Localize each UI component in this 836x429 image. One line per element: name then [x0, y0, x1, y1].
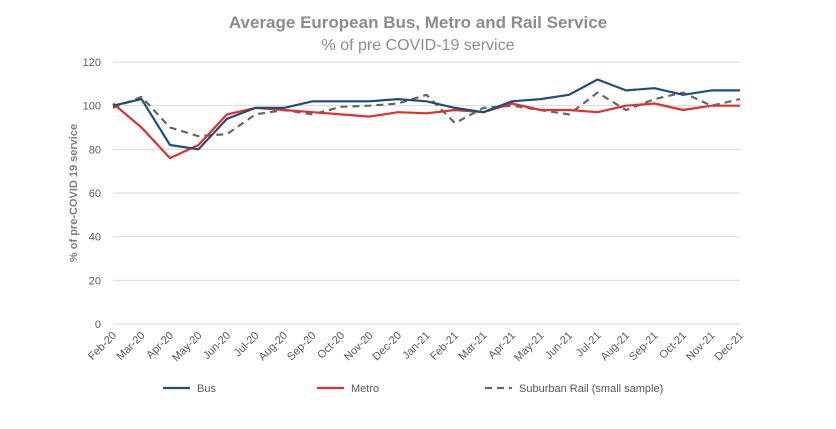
x-tick-label: Jun-21 [543, 330, 575, 362]
y-axis-label: % of pre-COVID 19 service [68, 124, 80, 262]
x-tick-label: Nov-20 [342, 330, 376, 364]
x-tick-label: Sep-20 [285, 330, 319, 364]
legend-entry: Bus [197, 383, 216, 395]
y-tick-label: 40 [89, 232, 101, 244]
x-tick-label: Oct-20 [315, 330, 347, 362]
x-tick-label: Dec-20 [371, 330, 405, 364]
series-lines [112, 78, 741, 160]
legend-entry: Metro [351, 383, 379, 395]
y-tick-labels: 0 20 40 60 80 100 120 [83, 57, 101, 331]
series-line-metro [112, 102, 740, 160]
x-tick-label: Jan-21 [400, 330, 432, 362]
y-tick-label: 80 [89, 144, 101, 156]
x-tick-label: Mar-21 [456, 330, 489, 363]
legend-entry: Suburban Rail (small sample) [519, 383, 663, 395]
x-tick-label: Feb-20 [86, 330, 119, 363]
series-line-suburban-rail-small-sample [112, 91, 741, 138]
x-tick-label: Jun-20 [201, 330, 233, 362]
x-tick-label: Aug-21 [599, 330, 633, 364]
x-tick-label: May-20 [170, 330, 204, 364]
gridlines [113, 61, 740, 325]
y-tick-label: 120 [83, 57, 101, 69]
chart-subtitle: % of pre COVID-19 service [322, 37, 515, 54]
legend: Bus Metro Suburban Rail (small sample) [163, 383, 663, 395]
chart-title: Average European Bus, Metro and Rail Ser… [229, 13, 607, 32]
x-tick-label: Mar-20 [114, 330, 147, 363]
x-tick-label: May-21 [512, 330, 546, 364]
x-tick-label: Oct-21 [657, 330, 689, 362]
x-tick-label: Sep-21 [627, 330, 661, 364]
x-tick-label: Aug-20 [257, 330, 291, 364]
x-tick-label: Feb-21 [428, 330, 461, 363]
y-tick-label: 60 [89, 188, 101, 200]
x-tick-label: Nov-21 [684, 330, 718, 364]
x-tick-label: Dec-21 [713, 330, 747, 364]
y-tick-label: 100 [83, 101, 101, 113]
y-tick-label: 0 [95, 319, 101, 331]
y-tick-label: 20 [89, 275, 101, 287]
x-tick-labels: Feb-20Mar-20Apr-20May-20Jun-20Jul-20Aug-… [86, 330, 746, 364]
series-line-bus [112, 78, 740, 151]
